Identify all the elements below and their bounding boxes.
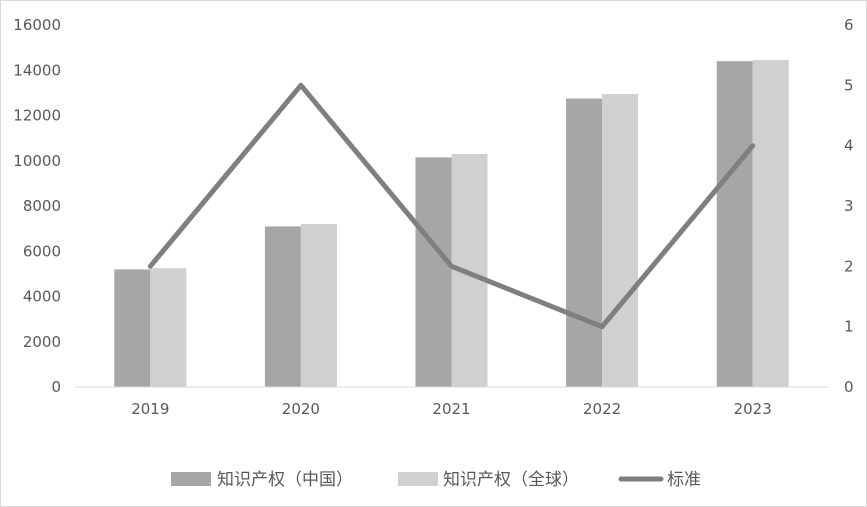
legend-swatch-2 [398,472,438,486]
x-tick-labels: 2019 2020 2021 2022 2023 [131,400,772,418]
bar-series-2-2020 [300,224,337,387]
bar-series-1-2020 [264,226,301,387]
legend-label-3: 标准 [667,470,701,490]
y-left-tick-10000: 10000 [13,152,61,170]
y-right-tick-4: 4 [844,137,854,155]
bar-series-2-2019 [150,268,187,387]
legend: 知识产权（中国） 知识产权（全球） 标准 [171,470,701,490]
y-left-tick-0: 0 [51,378,61,396]
line-layer [147,82,756,330]
bars-layer [114,60,789,387]
y-left-tick-8000: 8000 [23,197,61,215]
y-right-tick-labels: 0 1 2 3 4 5 6 [844,16,854,396]
x-tick-2020: 2020 [282,400,320,418]
bar-series-1-2022 [566,98,603,387]
y-left-tick-16000: 16000 [13,16,61,34]
x-tick-2023: 2023 [734,400,772,418]
legend-item-2: 知识产权（全球） [398,470,579,490]
legend-label-2: 知识产权（全球） [443,470,579,490]
legend-label-1: 知识产权（中国） [217,470,353,490]
legend-swatch-1 [171,472,211,486]
y-left-tick-12000: 12000 [13,107,61,125]
y-left-tick-labels: 0 2000 4000 6000 8000 10000 12000 14000 16000 [13,16,61,396]
y-left-tick-2000: 2000 [23,333,61,351]
bar-series-1-2023 [716,61,753,387]
bar-series-2-2023 [752,60,789,387]
y-right-tick-3: 3 [844,197,854,215]
legend-item-1: 知识产权（中国） [171,470,353,490]
y-left-tick-6000: 6000 [23,242,61,260]
x-tick-2019: 2019 [131,400,169,418]
y-left-tick-4000: 4000 [23,288,61,306]
legend-item-3: 标准 [618,470,701,490]
y-right-tick-0: 0 [844,378,854,396]
y-right-tick-1: 1 [844,318,854,336]
y-right-tick-2: 2 [844,257,854,275]
bar-series-1-2019 [114,269,151,387]
y-left-tick-14000: 14000 [13,61,61,79]
bar-series-1-2021 [415,157,452,387]
bar-series-2-2022 [602,94,639,387]
x-tick-2022: 2022 [583,400,621,418]
x-tick-2021: 2021 [432,400,470,418]
y-right-tick-5: 5 [844,76,854,94]
y-right-tick-6: 6 [844,16,854,34]
